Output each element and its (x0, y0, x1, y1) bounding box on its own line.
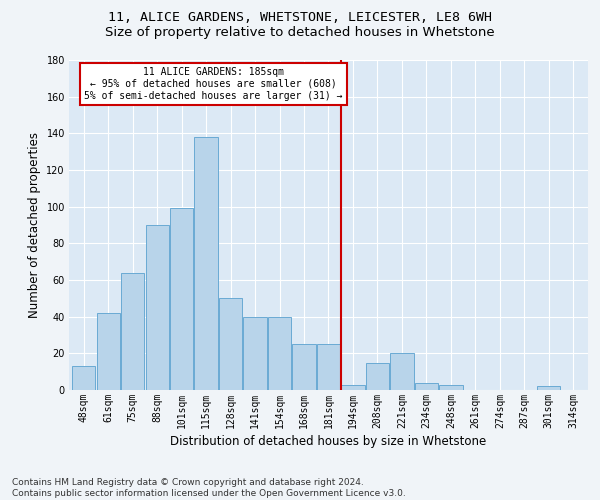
Bar (317, 344, 340, 390)
Bar (268, 316, 291, 390)
Bar (415, 382, 438, 390)
Bar (292, 344, 316, 390)
Bar (97, 313, 120, 390)
Bar (72, 366, 95, 390)
Bar (366, 362, 389, 390)
Text: 11, ALICE GARDENS, WHETSTONE, LEICESTER, LE8 6WH: 11, ALICE GARDENS, WHETSTONE, LEICESTER,… (108, 11, 492, 24)
Text: Contains HM Land Registry data © Crown copyright and database right 2024.
Contai: Contains HM Land Registry data © Crown c… (12, 478, 406, 498)
Bar (170, 208, 193, 390)
Bar (146, 225, 169, 390)
Bar (219, 298, 242, 390)
Bar (391, 354, 413, 390)
Bar (341, 384, 365, 390)
Bar (244, 316, 266, 390)
Bar (194, 137, 218, 390)
Bar (537, 386, 560, 390)
Bar (121, 272, 144, 390)
Y-axis label: Number of detached properties: Number of detached properties (28, 132, 41, 318)
Text: 11 ALICE GARDENS: 185sqm
← 95% of detached houses are smaller (608)
5% of semi-d: 11 ALICE GARDENS: 185sqm ← 95% of detach… (84, 68, 343, 100)
Bar (439, 384, 463, 390)
X-axis label: Distribution of detached houses by size in Whetstone: Distribution of detached houses by size … (170, 435, 487, 448)
Text: Size of property relative to detached houses in Whetstone: Size of property relative to detached ho… (105, 26, 495, 39)
